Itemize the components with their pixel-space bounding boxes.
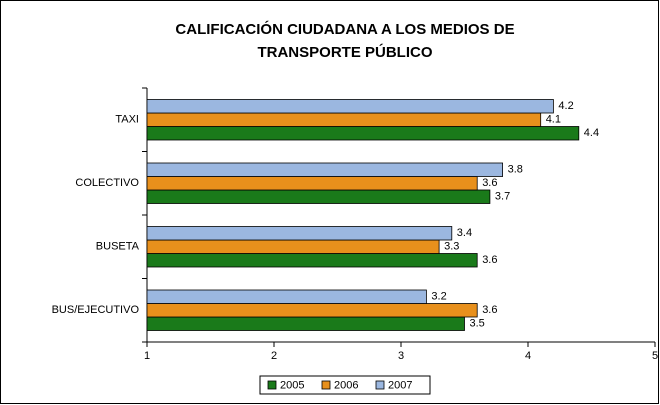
legend-label: 2005: [280, 379, 304, 391]
x-tick-label: 3: [398, 350, 404, 362]
bar: [146, 126, 580, 141]
value-label: 4.4: [584, 127, 599, 139]
y-tick-label: COLECTIVO: [75, 177, 139, 189]
value-label: 3.4: [457, 227, 472, 239]
bar: [146, 176, 478, 191]
legend-swatch: [267, 380, 277, 390]
x-tick-label: 2: [271, 350, 277, 362]
value-label: 3.7: [495, 191, 510, 203]
x-tick-label: 5: [652, 350, 658, 362]
legend-swatch: [321, 380, 331, 390]
value-label: 3.2: [431, 291, 446, 303]
bar: [146, 226, 453, 241]
bar: [146, 239, 440, 254]
value-label: 3.6: [482, 304, 497, 316]
chart-title: TRANSPORTE PÚBLICO: [257, 43, 432, 61]
bar: [146, 253, 478, 268]
y-tick-label: TAXI: [115, 114, 139, 126]
y-tick-label: BUSETA: [96, 241, 140, 253]
value-label: 3.5: [470, 318, 485, 330]
value-label: 3.3: [444, 241, 459, 253]
x-tick-label: 4: [525, 350, 531, 362]
bar: [146, 289, 427, 304]
bar: [146, 316, 465, 331]
legend-swatch: [375, 380, 385, 390]
legend-label: 2007: [388, 379, 412, 391]
bar: [146, 112, 542, 127]
bar: [146, 189, 491, 204]
x-tick-label: 1: [144, 350, 150, 362]
value-label: 3.8: [508, 164, 523, 176]
chart-title: CALIFICACIÓN CIUDADANA A LOS MEDIOS DE: [175, 20, 514, 38]
bar: [146, 99, 554, 114]
bar: [146, 162, 504, 177]
value-label: 3.6: [482, 254, 497, 266]
legend-label: 2006: [334, 379, 358, 391]
value-label: 3.6: [482, 177, 497, 189]
value-label: 4.2: [558, 100, 573, 112]
value-label: 4.1: [546, 114, 561, 126]
bar: [146, 303, 478, 318]
y-tick-label: BUS/EJECUTIVO: [52, 304, 140, 316]
legend-box: [259, 375, 431, 395]
